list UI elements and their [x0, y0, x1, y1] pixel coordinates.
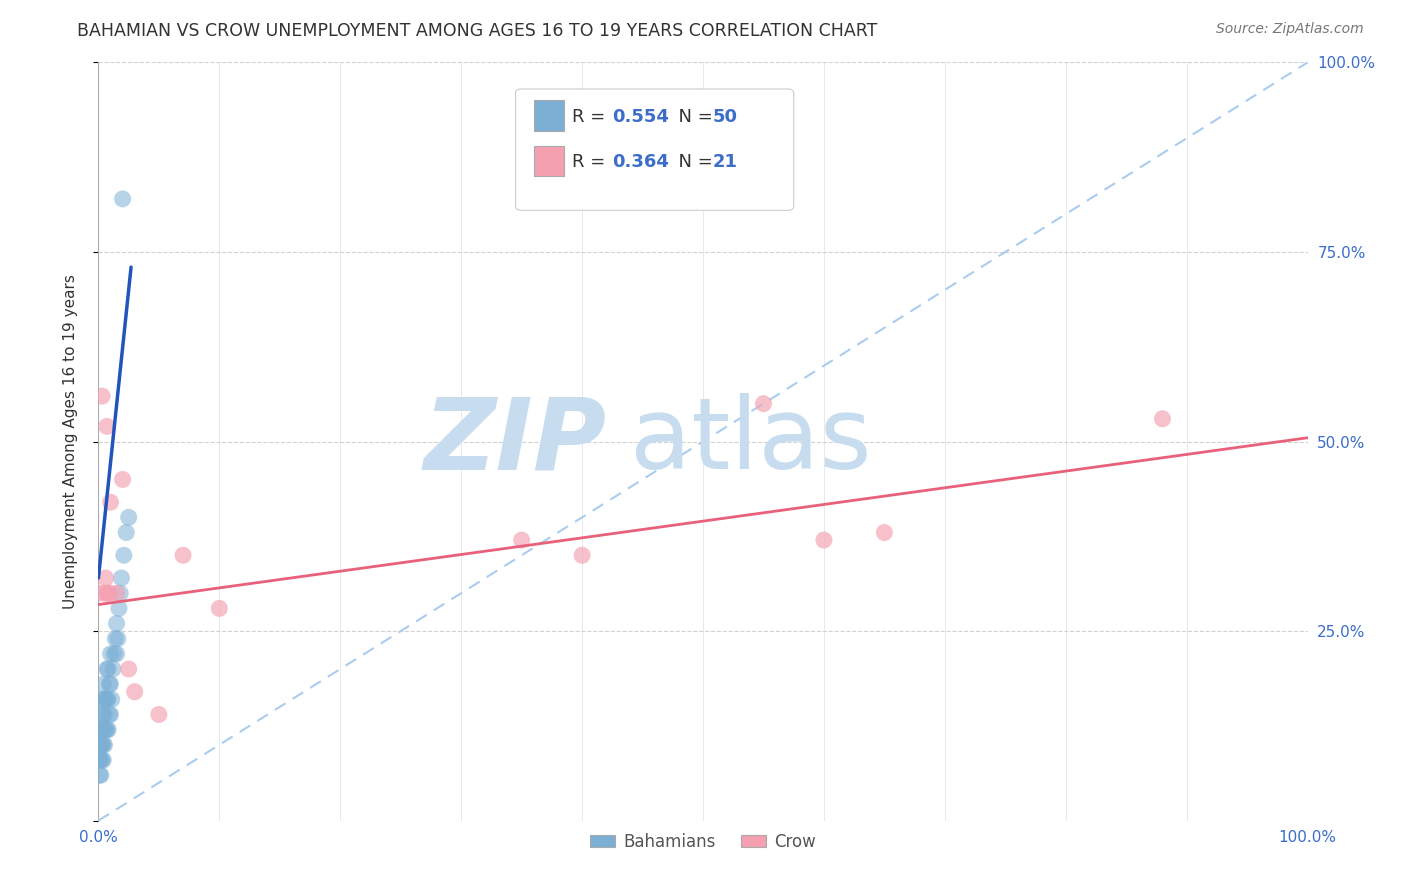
Point	[97, 692, 120, 706]
Point	[813, 533, 835, 548]
Text: N =: N =	[666, 153, 718, 171]
Point	[97, 723, 120, 737]
Point	[1152, 412, 1174, 426]
Point	[148, 707, 170, 722]
Point	[87, 723, 110, 737]
Point	[112, 548, 135, 563]
Point	[172, 548, 194, 563]
Point	[100, 707, 122, 722]
Point	[91, 707, 114, 722]
Point	[89, 738, 111, 752]
Point	[118, 510, 141, 524]
Point	[873, 525, 896, 540]
Point	[97, 662, 120, 676]
Point	[91, 753, 114, 767]
Text: R =: R =	[572, 153, 612, 171]
Point	[93, 707, 115, 722]
Point	[96, 419, 118, 434]
Point	[98, 707, 121, 722]
Point	[98, 586, 121, 600]
Point	[93, 692, 115, 706]
Text: 0.554: 0.554	[613, 108, 669, 126]
Point	[100, 692, 122, 706]
Point	[108, 601, 131, 615]
Legend: Bahamians, Crow: Bahamians, Crow	[583, 827, 823, 858]
FancyBboxPatch shape	[516, 89, 793, 211]
Point	[571, 548, 593, 563]
Point	[111, 473, 134, 487]
Point	[93, 586, 115, 600]
Point	[91, 738, 114, 752]
Point	[90, 768, 112, 782]
Text: 0.364: 0.364	[613, 153, 669, 171]
Point	[752, 396, 775, 410]
Point	[96, 662, 118, 676]
Point	[105, 647, 128, 661]
Point	[90, 723, 112, 737]
Text: ZIP: ZIP	[423, 393, 606, 490]
Point	[100, 677, 122, 691]
Point	[91, 707, 114, 722]
Point	[87, 738, 110, 752]
Point	[90, 738, 112, 752]
Point	[100, 495, 122, 509]
Point	[93, 738, 115, 752]
Point	[90, 753, 112, 767]
Point	[124, 685, 146, 699]
Point	[91, 389, 114, 403]
Point	[105, 616, 128, 631]
Text: 21: 21	[713, 153, 738, 171]
Point	[100, 647, 122, 661]
Point	[510, 533, 533, 548]
Text: 50: 50	[713, 108, 738, 126]
Point	[91, 723, 114, 737]
Point	[97, 586, 120, 600]
Text: N =: N =	[666, 108, 718, 126]
Text: R =: R =	[572, 108, 612, 126]
Point	[91, 753, 114, 767]
Text: Source: ZipAtlas.com: Source: ZipAtlas.com	[1216, 22, 1364, 37]
Point	[96, 723, 118, 737]
Point	[103, 647, 125, 661]
Point	[110, 571, 132, 585]
Point	[108, 586, 131, 600]
Point	[105, 586, 128, 600]
Point	[89, 753, 111, 767]
Point	[94, 723, 117, 737]
Point	[91, 692, 114, 706]
Point	[96, 692, 118, 706]
Point	[91, 677, 114, 691]
Point	[118, 662, 141, 676]
Text: BAHAMIAN VS CROW UNEMPLOYMENT AMONG AGES 16 TO 19 YEARS CORRELATION CHART: BAHAMIAN VS CROW UNEMPLOYMENT AMONG AGES…	[77, 22, 877, 40]
Point	[87, 586, 110, 600]
Point	[104, 632, 127, 646]
Point	[94, 692, 117, 706]
Point	[87, 753, 110, 767]
Point	[115, 525, 138, 540]
Point	[98, 677, 121, 691]
Point	[107, 632, 129, 646]
Point	[91, 738, 114, 752]
Point	[111, 192, 134, 206]
Point	[208, 601, 231, 615]
Point	[89, 768, 111, 782]
Bar	[534, 145, 564, 177]
Text: atlas: atlas	[630, 393, 872, 490]
Bar	[534, 101, 564, 130]
Point	[93, 723, 115, 737]
Point	[94, 571, 117, 585]
Y-axis label: Unemployment Among Ages 16 to 19 years: Unemployment Among Ages 16 to 19 years	[63, 274, 77, 609]
Point	[101, 662, 124, 676]
